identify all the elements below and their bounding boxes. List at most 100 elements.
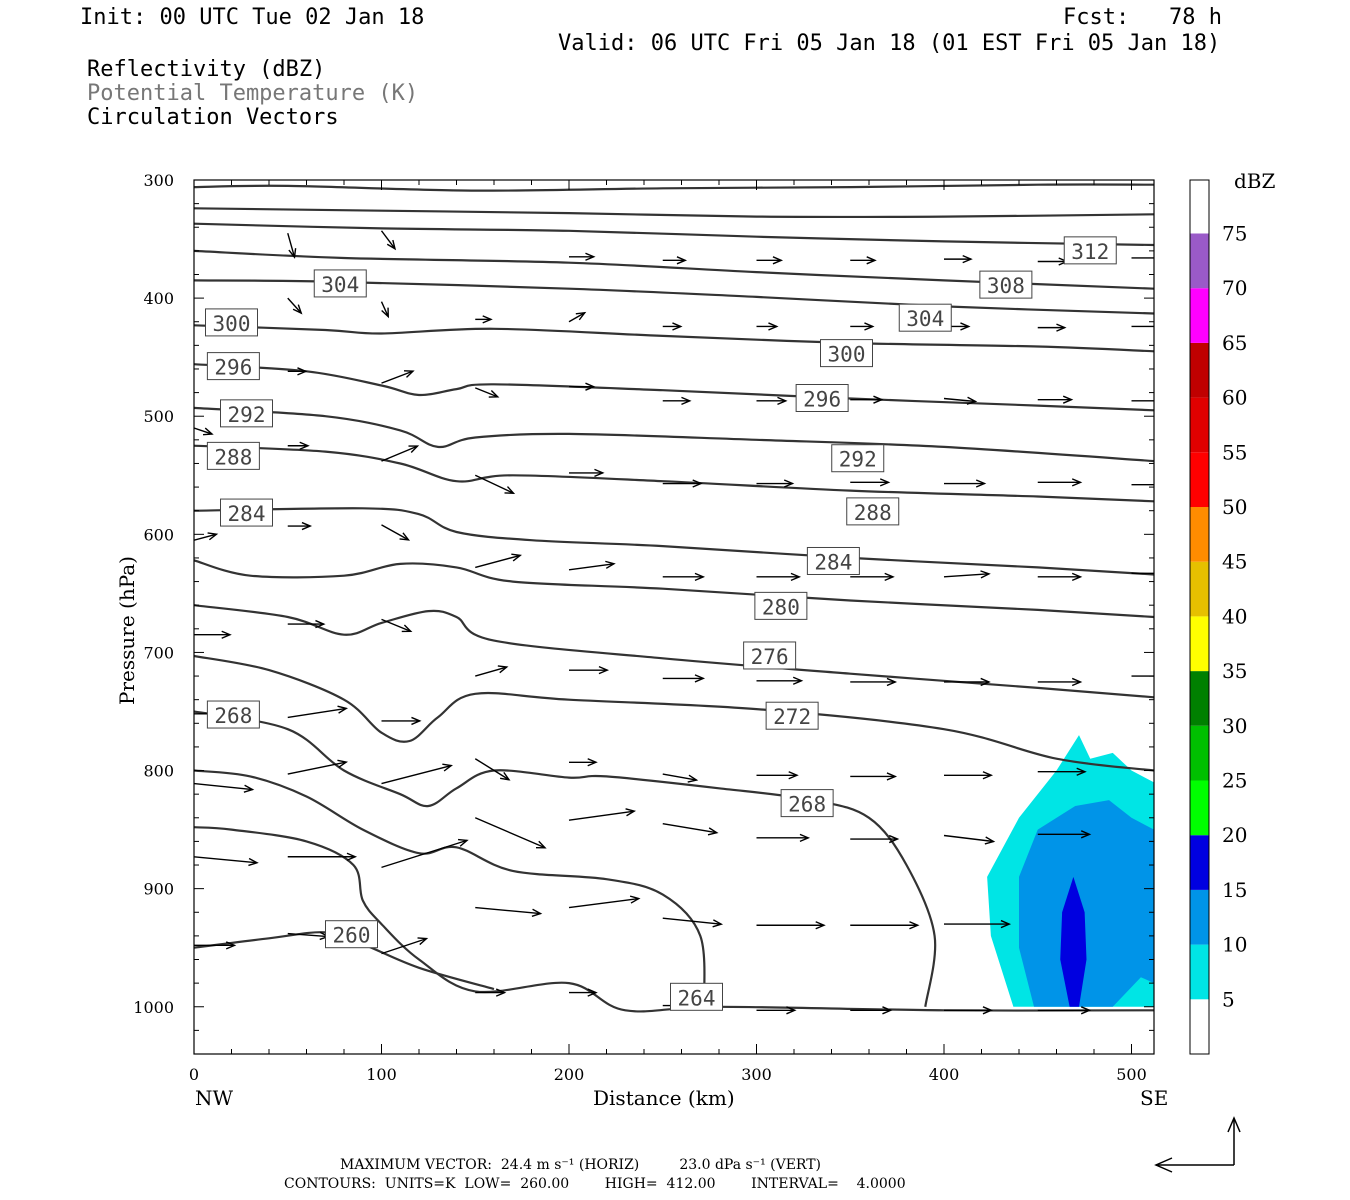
contour-labels: 312 308 304 304 300 300 296 296 292 292 288 288 284 2… [205,236,1117,1011]
circulation-vector [381,937,429,955]
contour-label-text: 280 [762,595,800,619]
contour-label: 304 [313,269,367,298]
colorbar-swatch [1190,780,1209,836]
x-tick-label: 100 [366,1065,397,1084]
contour-label: 284 [220,498,273,527]
circulation-vector [474,387,500,398]
contour-label-text: 284 [814,550,852,574]
colorbar-tick-label: 40 [1222,604,1247,628]
circulation-vector [1037,1006,1092,1015]
y-tick-label: 900 [143,880,174,899]
contour-label-text: 296 [803,388,841,412]
circulation-vector [756,921,826,930]
circulation-vector [287,232,297,259]
circulation-vector [287,297,303,315]
theta-contour-280 [194,604,1154,699]
colorbar-swatch [1190,561,1209,617]
theta-contour-296 [194,363,1154,412]
colorbar-swatch [1190,452,1209,507]
contour-label: 288 [846,497,900,526]
circulation-vector [943,834,996,845]
contour-label-text: 300 [828,343,866,367]
x-axis-label: Distance (km) [593,1086,735,1110]
contour-label: 268 [780,789,834,818]
colorbar-tick-label: 20 [1222,823,1247,847]
circulation-vector [1131,572,1154,574]
circulation-vector [756,676,804,685]
axes: 300 400 500 600 700 800 900 1000 0 100 200 300 400 50… [133,171,1154,1084]
circulation-vector [569,988,598,997]
circulation-vector [568,560,616,571]
theta-contour-268 [194,769,706,1007]
circulation-vector [1131,484,1154,486]
circulation-vector [569,758,598,767]
dbz-colorbar: 5 10 15 20 25 30 35 40 45 50 55 60 65 70 75 [1189,178,1247,1055]
y-tick-label: 600 [143,525,174,544]
nw-label: NW [195,1086,234,1110]
theta-contour-312 [194,183,1154,192]
contour-label-text: 312 [1071,240,1109,264]
circulation-vector [568,895,641,909]
circulation-vector [944,771,994,780]
circulation-vector [1037,767,1087,776]
circulation-vector [850,478,891,487]
circulation-vector [756,396,788,406]
contour-label-text: 268 [788,793,826,817]
circulation-vector [944,1006,994,1015]
colorbar-tick-label: 60 [1222,386,1247,410]
x-tick-label: 500 [1116,1065,1147,1084]
theta-contour-308 [194,207,1154,219]
circulation-vector [475,315,493,324]
circulation-vector [475,553,522,569]
circulation-vector [381,370,415,384]
theta-contour-264 [194,826,1154,1013]
contour-label-text: 264 [678,986,716,1010]
circulation-vector [381,716,422,726]
contour-label: 308 [979,270,1033,299]
contour-label-text: 304 [321,273,359,297]
circulation-vector [194,856,259,867]
colorbar-tick-label: 5 [1222,987,1235,1011]
field-circulation-vectors: Circulation Vectors [87,105,339,130]
circulation-vector [1037,677,1083,687]
colorbar-swatch [1190,288,1209,343]
circulation-vector [850,772,898,781]
circulation-vector [474,474,516,495]
contour-label-text: 296 [214,356,252,380]
y-tick-label: 800 [143,762,174,781]
colorbar-swatch [1190,397,1209,453]
reflectivity-area-15 [1060,876,1087,1007]
theta-contour-272 [194,710,937,1007]
colorbar-tick-label: 10 [1222,933,1247,957]
circulation-vector [756,322,779,331]
circulation-vector [944,677,991,687]
colorbar-title: dBZ [1234,169,1276,193]
circulation-vector [569,468,605,478]
contour-label: 300 [820,339,873,368]
contour-label: 304 [898,303,952,332]
contour-label: 272 [765,701,819,730]
circulation-vector [381,838,469,869]
circulation-vector [756,833,811,843]
circulation-vector [1037,478,1083,487]
colorbar-swatch [1190,725,1209,781]
colorbar-swatch [1190,944,1209,1000]
y-tick-label: 300 [143,171,174,190]
contour-label-text: 272 [773,705,811,729]
theta-contour-276 [194,654,1154,772]
colorbar-swatch [1190,178,1209,234]
circulation-vector [1131,400,1154,402]
circulation-vector [568,808,637,821]
circulation-vector [756,572,802,581]
contour-label: 292 [831,444,885,473]
contour-label: 280 [754,591,808,620]
circulation-vector [850,834,900,844]
circulation-vector [194,532,219,541]
contour-label: 276 [743,641,797,670]
theta-contour-304 [194,249,1154,290]
theta-contour-300 [194,324,1154,353]
circulation-vector [756,256,784,265]
colorbar-swatch [1190,233,1209,289]
colorbar-tick-label: 15 [1222,878,1247,902]
circulation-vector [381,763,453,785]
